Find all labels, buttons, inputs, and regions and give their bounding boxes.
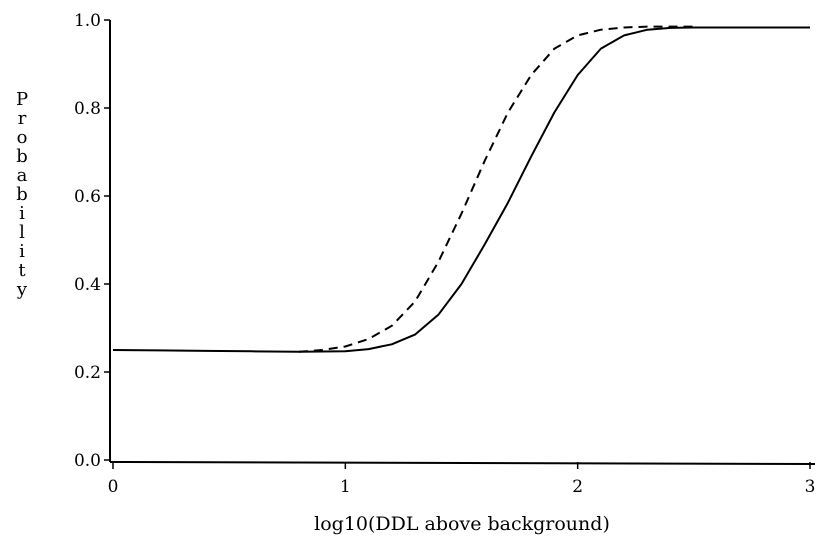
y-axis-label-char: r: [18, 108, 27, 129]
y-axis-label-char: b: [16, 146, 28, 167]
y-axis-label-char: i: [19, 203, 25, 224]
y-axis-label-char: o: [17, 127, 28, 148]
y-axis-label-char: t: [18, 260, 26, 281]
y-tick-label: 0.4: [74, 275, 101, 295]
y-axis-label-char: l: [19, 222, 25, 243]
y-axis-label-char: b: [16, 184, 28, 205]
y-tick-label: 0.6: [74, 187, 101, 207]
series-line-dashed: [298, 25, 694, 353]
y-axis-ticks: 0.0 0.2 0.4 0.6 0.8 1.0: [74, 11, 110, 471]
y-tick-label: 0.2: [74, 363, 101, 383]
x-axis-label: log10(DDL above background): [314, 513, 610, 535]
x-tick-label: 3: [805, 477, 816, 497]
y-tick-label: 0.0: [74, 451, 101, 471]
x-axis-line: [109, 461, 816, 465]
y-axis-label-char: y: [16, 279, 28, 300]
x-tick-label: 0: [108, 477, 119, 497]
series-group: [112, 25, 810, 353]
y-tick-label: 0.8: [74, 99, 101, 119]
y-axis-label-char: a: [17, 165, 28, 186]
axes: [109, 20, 816, 465]
y-tick-label: 1.0: [74, 11, 101, 31]
x-tick-label: 1: [340, 477, 351, 497]
series-line-solid: [112, 26, 810, 353]
y-axis-label-char: i: [19, 241, 25, 262]
x-tick-label: 2: [572, 477, 583, 497]
x-axis-ticks: 0 1 2 3: [108, 462, 816, 497]
y-axis-label-char: P: [16, 89, 28, 110]
